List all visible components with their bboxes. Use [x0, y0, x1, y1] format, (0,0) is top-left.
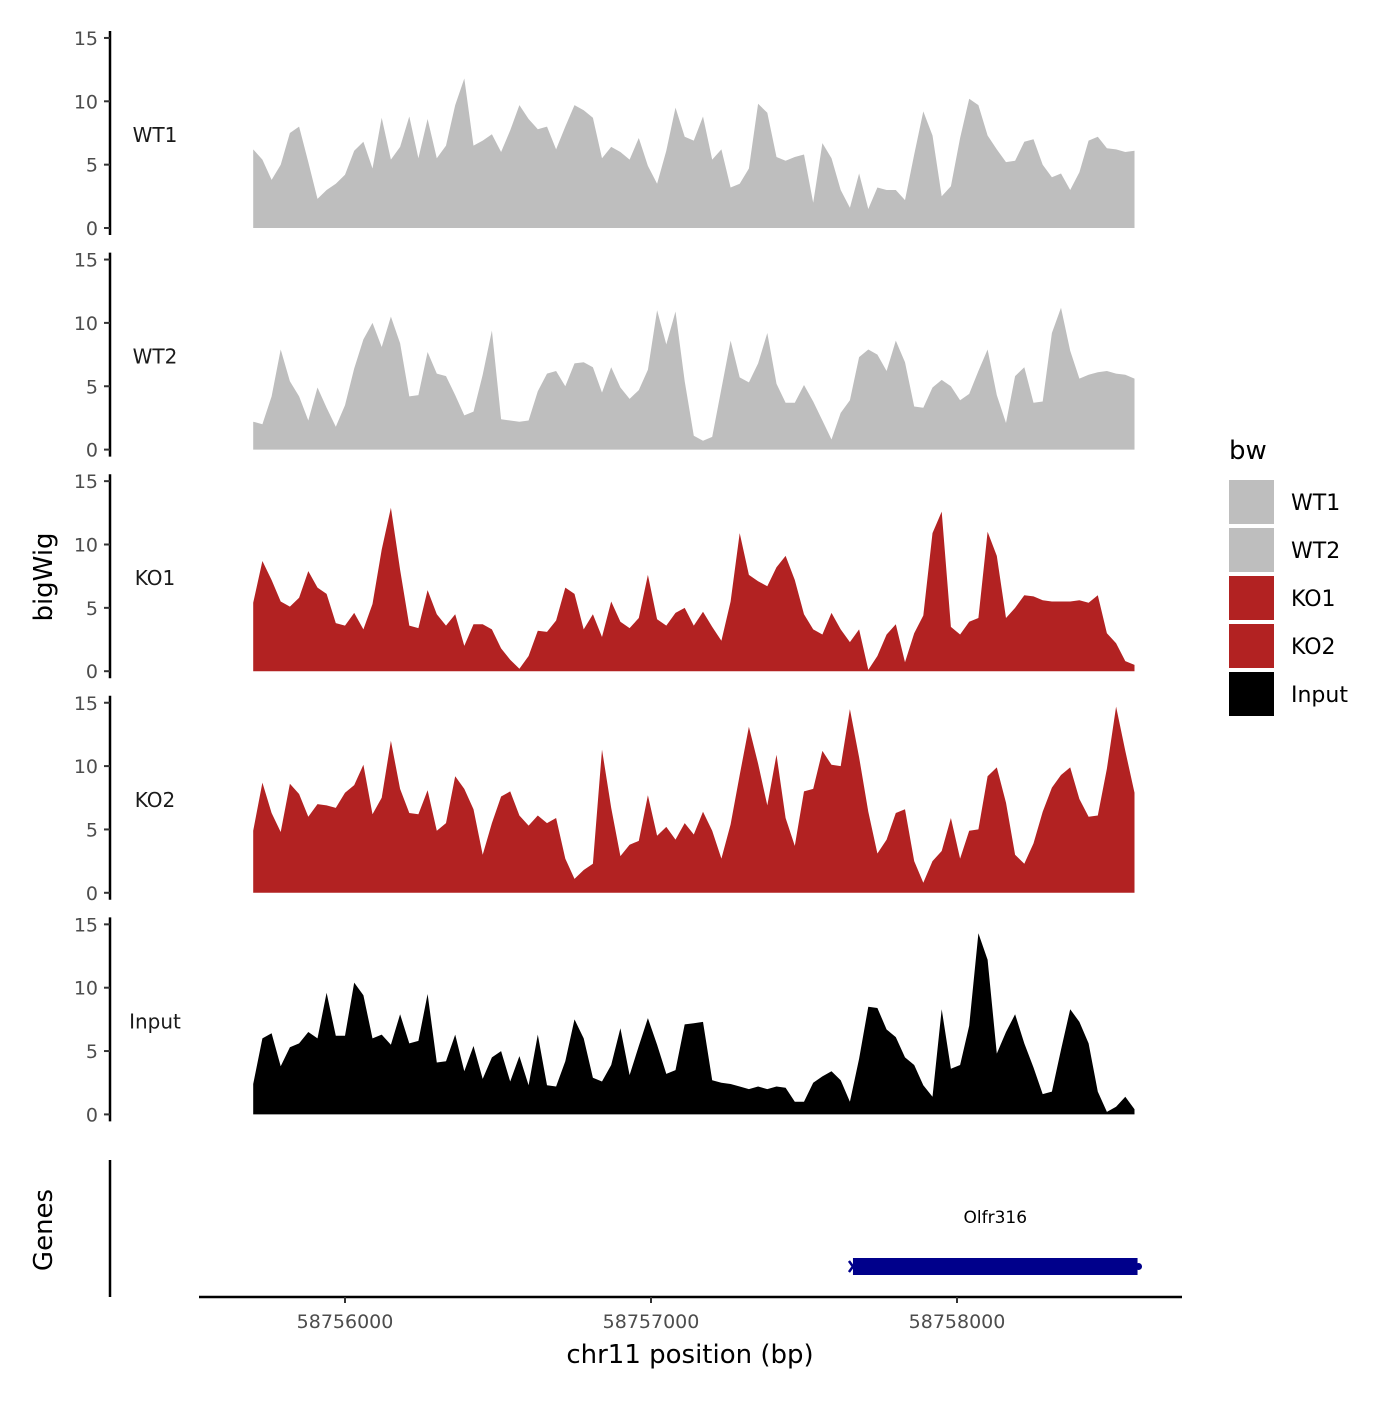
x-tick-label: 58758000 [909, 1311, 1006, 1333]
track-label-wt2: WT2 [133, 345, 178, 369]
x-axis-title: chr11 position (bp) [566, 1340, 813, 1370]
gene-label: Olfr316 [963, 1208, 1027, 1228]
legend-label-ko1: KO1 [1291, 587, 1336, 612]
gene-strand-icon [847, 1260, 858, 1273]
y-tick-label: 5 [86, 155, 98, 177]
y-axis-title: bigWig [29, 532, 59, 621]
legend-key-wt1 [1229, 480, 1274, 524]
y-tick-label: 0 [86, 883, 98, 905]
legend-label-wt1: WT1 [1291, 491, 1340, 516]
y-tick-label: 5 [86, 1041, 98, 1063]
x-tick-label: 58756000 [297, 1311, 394, 1333]
coverage-area-input [253, 933, 1135, 1115]
track-ko1: 0 5 10 15 KO1 [74, 471, 1135, 683]
legend-key-ko1 [1229, 576, 1274, 620]
y-tick-label: 5 [86, 376, 98, 398]
x-tick-label: 58757000 [603, 1311, 700, 1333]
y-tick-label: 0 [86, 440, 98, 462]
legend: bw WT1 WT2 KO1 KO2 Input [1229, 436, 1348, 716]
gene-end-marker [1135, 1263, 1143, 1270]
x-axis: 58756000 58757000 58758000 [199, 1295, 1182, 1333]
track-input: 0 5 10 15 Input [74, 914, 1135, 1126]
y-tick-label: 0 [86, 218, 98, 240]
track-label-ko1: KO1 [135, 566, 176, 590]
y-tick-label: 0 [86, 1104, 98, 1126]
y-tick-label: 15 [74, 250, 98, 272]
legend-title: bw [1229, 436, 1267, 466]
legend-label-input: Input [1291, 683, 1348, 708]
y-tick-label: 10 [74, 756, 98, 778]
track-label-wt1: WT1 [133, 123, 178, 147]
track-wt2: 0 5 10 15 WT2 [74, 250, 1135, 462]
legend-key-wt2 [1229, 528, 1274, 572]
y-tick-label: 10 [74, 313, 98, 335]
legend-label-ko2: KO2 [1291, 635, 1336, 660]
y-tick-label: 10 [74, 91, 98, 113]
y-tick-label: 15 [74, 914, 98, 936]
y-tick-label: 5 [86, 819, 98, 841]
y-tick-label: 0 [86, 661, 98, 683]
genes-axis-title: Genes [29, 1189, 59, 1271]
coverage-area-ko1 [253, 507, 1135, 672]
coverage-area-wt1 [253, 78, 1135, 228]
legend-key-input [1229, 672, 1274, 716]
gene-body [852, 1258, 1138, 1275]
gene-olfr316: Olfr316 [847, 1208, 1143, 1275]
track-wt1: 0 5 10 15 WT1 [74, 28, 1135, 240]
genes-layer: Olfr316 [108, 1160, 1143, 1297]
track-label-input: Input [129, 1009, 181, 1033]
tracks-layer: 0 5 10 15 WT1 0 5 10 15 WT2 0 5 10 15 KO1 0 5 10 15 KO2 0 5 10… [74, 28, 1135, 1126]
legend-key-ko2 [1229, 624, 1274, 668]
y-tick-label: 15 [74, 693, 98, 715]
y-tick-label: 10 [74, 978, 98, 1000]
track-ko2: 0 5 10 15 KO2 [74, 693, 1135, 905]
y-tick-label: 15 [74, 28, 98, 50]
track-label-ko2: KO2 [135, 788, 176, 812]
legend-label-wt2: WT2 [1291, 539, 1340, 564]
coverage-area-wt2 [253, 307, 1135, 450]
y-tick-label: 15 [74, 471, 98, 493]
coverage-area-ko2 [253, 706, 1135, 893]
y-tick-label: 5 [86, 598, 98, 620]
y-tick-label: 10 [74, 535, 98, 557]
